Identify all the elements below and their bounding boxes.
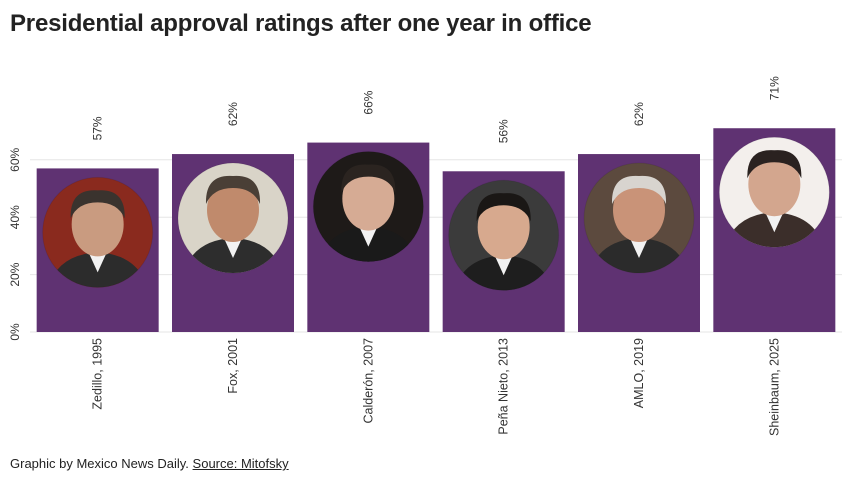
category-label: Fox, 2001 <box>226 338 240 394</box>
y-tick-label: 60% <box>8 147 22 171</box>
source-link[interactable]: Source: Mitofsky <box>192 456 289 471</box>
chart-footer: Graphic by Mexico News Daily. Source: Mi… <box>10 456 289 471</box>
value-label: 62% <box>632 102 646 126</box>
footer-credit: Graphic by Mexico News Daily. <box>10 456 189 471</box>
fox-portrait-icon <box>177 162 289 274</box>
zedillo-portrait-icon <box>42 176 154 288</box>
amlo-portrait-icon <box>583 162 695 274</box>
category-label: AMLO, 2019 <box>632 338 646 408</box>
sheinbaum-portrait-icon <box>718 136 830 248</box>
y-tick-label: 0% <box>8 323 22 341</box>
pena-nieto-portrait-icon <box>448 179 560 291</box>
value-label: 66% <box>361 90 375 114</box>
category-label: Calderón, 2007 <box>361 338 375 424</box>
y-tick-label: 20% <box>8 262 22 286</box>
value-label: 62% <box>226 102 240 126</box>
calderon-portrait-icon <box>312 151 424 263</box>
value-label: 71% <box>767 76 781 100</box>
value-label: 56% <box>497 119 511 143</box>
value-label: 57% <box>91 116 105 140</box>
category-label: Peña Nieto, 2013 <box>497 338 511 435</box>
y-tick-label: 40% <box>8 205 22 229</box>
chart-title: Presidential approval ratings after one … <box>10 10 592 37</box>
category-label: Zedillo, 1995 <box>91 338 105 410</box>
category-label: Sheinbaum, 2025 <box>767 338 781 436</box>
